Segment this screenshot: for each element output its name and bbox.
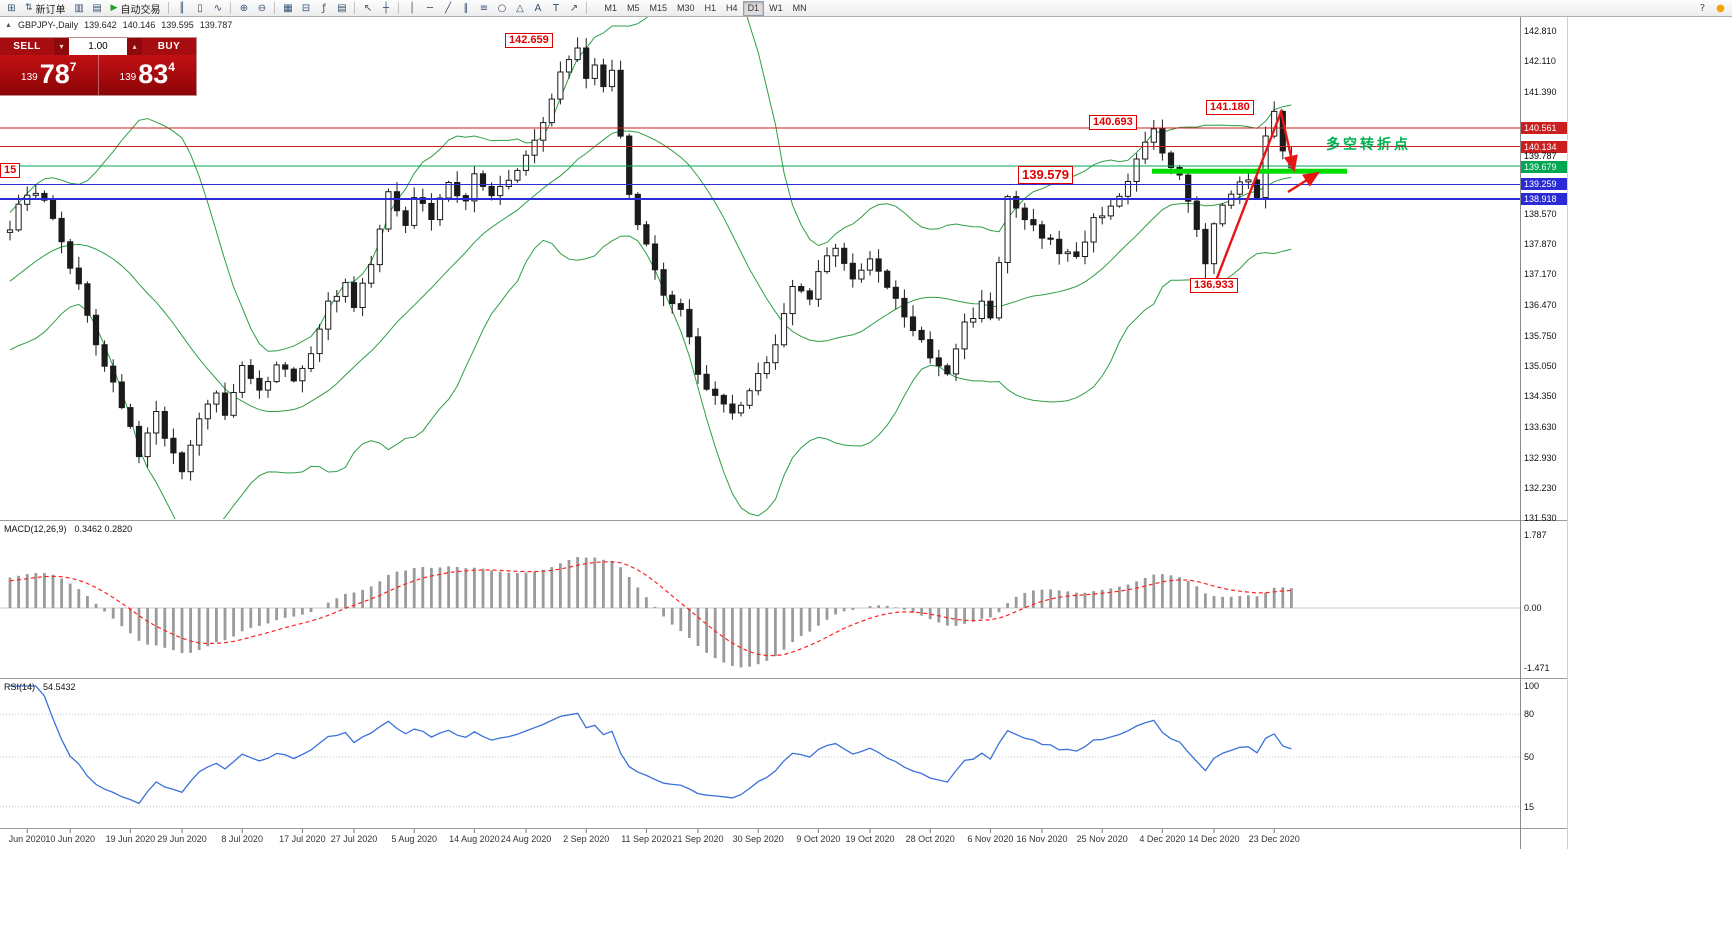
notifications-icon[interactable]: ● [1716,2,1725,14]
vertical-line-icon[interactable]: │ [408,2,415,14]
arrow-tool-icon[interactable]: ↗ [569,2,579,14]
rsi-value: 54.5432 [43,682,76,692]
ohlc-open: 139.642 [84,20,117,30]
candlestick-chart-icon[interactable]: ▯ [197,2,203,14]
ask-pip-digit: 4 [168,60,175,74]
rsi-label: RSI(14) [4,682,36,692]
profiles-icon[interactable]: ▤ [92,2,102,14]
channel-icon[interactable]: ∥ [463,2,469,14]
timeframe-h1-button[interactable]: H1 [704,2,717,13]
toolbar-separator [398,2,400,14]
rsi-panel-title: RSI(14) 54.5432 [4,682,76,692]
symbol-info: ▲ GBPJPY-,Daily 139.642 140.146 139.595 … [5,20,232,30]
quote-display: 139 78 7 139 83 4 [0,55,196,95]
tile-windows-icon[interactable]: ▦ [283,2,293,14]
bid-pip-digit: 7 [69,60,77,74]
zoom-in-icon[interactable]: ⊕ [239,2,249,14]
symbol-title: GBPJPY-,Daily [17,20,79,30]
one-click-trading-panel: SELL ▾ ▴ BUY 139 78 7 139 83 4 [0,38,196,95]
toolbar-separator [274,2,276,14]
new-order-button[interactable]: ⇅ 新订单 [25,3,66,16]
ellipse-icon[interactable]: ○ [497,2,507,14]
macd-layer [0,557,1520,668]
toolbar-separator [230,2,232,14]
timeframe-h4-button[interactable]: H4 [726,2,738,13]
buy-button[interactable]: BUY [142,38,196,55]
timeframe-mn-button[interactable]: MN [792,2,807,13]
text-icon[interactable]: A [534,2,542,14]
macd-panel-surface[interactable] [0,521,1520,678]
volume-step-up-button[interactable]: ▴ [127,38,142,55]
rsi-line [10,685,1292,805]
toolbar-separator [354,2,356,14]
bar-chart-icon[interactable]: ║ [178,2,185,14]
toolbar-separator [168,2,170,14]
cursor-icon[interactable]: ↖ [363,2,373,14]
crosshair-icon[interactable]: ┼ [382,2,389,14]
trend-arrow [1210,107,1298,292]
rsi-panel-surface[interactable] [0,679,1520,828]
ohlc-high: 140.146 [122,20,156,30]
ask-price[interactable]: 139 83 4 [99,55,197,95]
bid-price[interactable]: 139 78 7 [0,55,99,95]
timeframe-m1-button[interactable]: M1 [604,2,617,13]
zoom-out-icon[interactable]: ⊖ [257,2,267,14]
ohlc-low: 139.595 [161,20,194,30]
macd-panel-title: MACD(12,26,9) 0.3462 0.2820 [4,524,132,534]
ask-prefix: 139 [119,72,137,83]
horizontal-line-icon[interactable]: ─ [426,2,433,14]
timeframe-w1-button[interactable]: W1 [769,2,783,13]
rsi-layer [0,685,1520,808]
bid-big-digits: 78 [39,59,70,89]
volume-input[interactable] [69,38,127,55]
volume-step-down-button[interactable]: ▾ [54,38,69,55]
chart-icon: ▲ [5,21,12,29]
macd-values: 0.3462 0.2820 [74,524,133,534]
chart-windows-icon[interactable]: ▥ [74,2,84,14]
macd-signal-line [9,561,1292,657]
cascade-windows-icon[interactable]: ⊟ [301,2,311,14]
bollinger-upper-band [9,16,1292,352]
macd-label: MACD(12,26,9) [4,524,67,534]
bid-prefix: 139 [21,72,38,83]
line-chart-icon[interactable]: ∿ [213,2,223,14]
timeframe-m15-button[interactable]: M15 [649,2,668,13]
main-chart-layer [0,16,1520,519]
timeframe-d1-button[interactable]: D1 [742,0,765,16]
toolbar: ⊞ ⇅ 新订单 ▥ ▤ ▶ 自动交易 ║ ▯ ∿ ⊕ ⊖ ▦ ⊟ ƒ ▤ ↖ ┼ │ ─ ╱ ∥ ≡ ○ △ A T ↗ M1 M5 M15… [0,0,1732,17]
trade-controls-row: SELL ▾ ▴ BUY [0,38,196,55]
main-chart-surface[interactable] [0,16,1520,520]
trendline-icon[interactable]: ╱ [444,2,451,14]
objects-list-icon[interactable]: ▤ [337,2,347,14]
sell-button[interactable]: SELL [0,38,54,55]
new-chart-icon[interactable]: ⊞ [7,2,16,14]
triangle-icon[interactable]: △ [516,2,524,14]
toolbar-separator [586,2,588,14]
bollinger-middle-band [9,130,1292,412]
ask-big-digits: 83 [138,59,169,89]
timeframe-m5-button[interactable]: M5 [626,2,640,13]
timeframe-switcher: M1 M5 M15 M30 H1 H4 D1 W1 MN [599,0,811,16]
bollinger-lower-band [9,235,1292,519]
timeframe-m30-button[interactable]: M30 [677,2,695,13]
indicators-icon[interactable]: ƒ [322,2,326,14]
fibonacci-icon[interactable]: ≡ [479,2,489,14]
text-label-icon[interactable]: T [552,2,560,14]
ohlc-close: 139.787 [199,20,233,30]
help-icon[interactable]: ? [1699,2,1706,14]
auto-trading-button[interactable]: ▶ 自动交易 [110,3,161,16]
trend-arrow [1287,171,1321,194]
